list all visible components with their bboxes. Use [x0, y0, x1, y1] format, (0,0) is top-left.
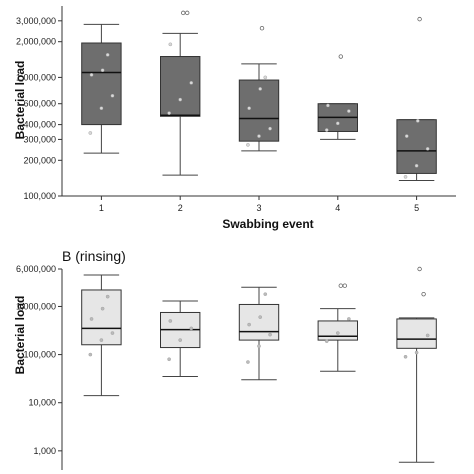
box-iqr [238, 303, 280, 341]
panel-a-x-tick-label: 1 [99, 203, 104, 213]
box-iqr [160, 56, 201, 117]
panel-a-plot: 100,000 200,000 300,000 400,000 600,000 1,000… [16, 6, 456, 213]
panel-a-x-tick-label: 2 [178, 203, 183, 213]
outlier-point [342, 283, 347, 288]
data-point [347, 317, 351, 321]
data-point [257, 134, 261, 138]
data-point [88, 352, 93, 357]
data-point [167, 111, 171, 115]
data-point [403, 354, 408, 359]
panel-a-box-1 [81, 23, 122, 154]
data-point [335, 331, 340, 335]
data-point [263, 292, 268, 296]
data-point [189, 326, 194, 331]
data-point [99, 106, 104, 110]
data-point [324, 339, 329, 343]
panel-b-title: B (rinsing) [62, 248, 126, 264]
data-point [110, 93, 115, 98]
data-point [168, 42, 173, 47]
data-point [414, 163, 419, 168]
outlier-point [338, 283, 343, 288]
panel-b-box-4 [317, 283, 359, 372]
outlier-point [417, 16, 422, 22]
data-point [189, 81, 194, 85]
data-point [105, 294, 110, 299]
data-point [100, 68, 105, 73]
data-point [324, 128, 329, 132]
box-iqr [396, 318, 437, 349]
panel-b-box-3 [238, 286, 280, 381]
data-point [414, 350, 419, 355]
data-point [110, 331, 115, 335]
panel-a-x-tick-label: 5 [414, 203, 419, 213]
panel-a-x-axis-label: Swabbing event [222, 217, 313, 231]
data-point [268, 332, 272, 337]
panel-b-y-tick-label: 100,000 [23, 350, 56, 360]
panel-a-x-tick-label: 4 [335, 203, 340, 213]
data-point [246, 143, 250, 147]
data-point [178, 97, 182, 102]
panel-a-y-tick-label: 300,000 [23, 134, 56, 144]
panel-a-box-3 [238, 25, 280, 152]
panel-b-y-tick-label: 1,000,000 [16, 301, 56, 311]
panel-b-y-tick-label: 1,000 [33, 446, 56, 456]
panel-b-box-1 [81, 274, 122, 397]
panel-b: B (rinsing) Bacterial load 1,000 10,000 10… [13, 248, 437, 470]
box-iqr [317, 320, 359, 341]
panel-a-box-2 [160, 10, 201, 176]
outlier-point [180, 10, 186, 16]
panel-b-box-5 [396, 266, 437, 463]
panel-a-y-tick-label: 600,000 [23, 99, 56, 109]
data-point [335, 121, 340, 126]
data-point [88, 131, 93, 135]
data-point [258, 315, 263, 319]
panel-a-box-5 [396, 16, 437, 182]
data-point [263, 75, 268, 80]
panel-b-y-tick-label: 10,000 [28, 398, 56, 408]
panel-a-y-tick-label: 100,000 [23, 191, 56, 201]
outlier-point [259, 25, 265, 31]
panel-b-y-axis-label: Bacterial load [13, 296, 27, 375]
data-point [100, 306, 105, 311]
panel-a-y-axis-label: Bacterial load [13, 61, 27, 140]
data-point [257, 344, 261, 348]
data-point [167, 357, 171, 362]
panel-a: Bacterial load Swabbing event 100,000 200… [13, 6, 456, 231]
data-point [347, 109, 351, 113]
panel-a-y-tick-label: 2,000,000 [16, 37, 56, 47]
data-point [105, 53, 110, 57]
data-point [247, 322, 251, 327]
panel-b-box-2 [160, 300, 201, 378]
box-iqr [81, 289, 122, 346]
data-point [89, 317, 94, 321]
panel-a-y-tick-label: 1,000,000 [16, 72, 56, 82]
panel-a-y-tick-label: 400,000 [23, 120, 56, 130]
data-point [404, 134, 409, 138]
data-point [178, 338, 182, 342]
data-point [403, 175, 408, 179]
panel-a-y-tick-label: 3,000,000 [16, 16, 56, 26]
data-point [247, 106, 251, 110]
data-point [246, 360, 250, 364]
data-point [425, 147, 430, 151]
data-point [89, 73, 94, 77]
data-point [99, 338, 104, 342]
panel-a-box-4 [317, 54, 359, 140]
data-point [425, 333, 430, 338]
outlier-point [338, 54, 343, 59]
box-iqr [81, 42, 122, 126]
panel-a-y-tick-label: 200,000 [23, 155, 56, 165]
outlier-point [417, 266, 422, 272]
data-point [268, 126, 272, 131]
panel-b-y-tick-label: 6,000,000 [16, 264, 56, 274]
outlier-point [421, 291, 426, 297]
panel-a-x-tick-label: 3 [256, 203, 261, 213]
panel-b-plot: 1,000 10,000 100,000 1,000,000 6,000,000 [16, 264, 437, 470]
data-point [415, 119, 420, 123]
data-point [168, 319, 173, 323]
data-point [326, 103, 330, 108]
data-point [258, 87, 263, 91]
outlier-point [184, 10, 190, 16]
